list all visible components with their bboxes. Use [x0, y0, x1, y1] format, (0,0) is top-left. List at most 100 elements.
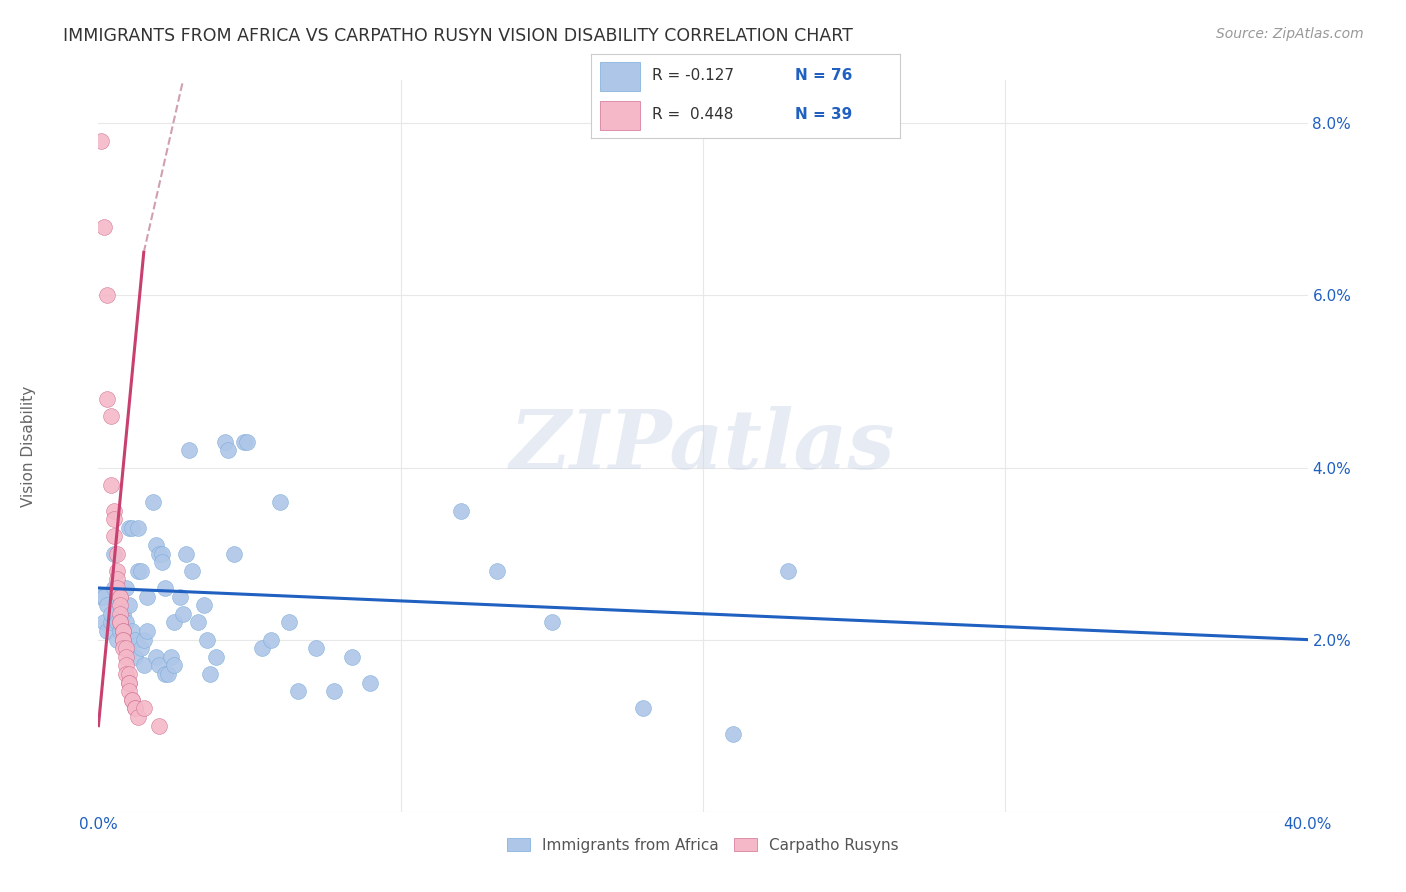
Point — [205, 649, 228, 664]
Point — [156, 667, 179, 681]
Point — [153, 581, 176, 595]
Point — [132, 658, 155, 673]
Point — [100, 477, 122, 491]
Text: N = 39: N = 39 — [794, 107, 852, 122]
Point — [217, 443, 239, 458]
Point — [105, 581, 128, 595]
Point — [360, 675, 382, 690]
Point — [93, 590, 115, 604]
Point — [150, 555, 173, 569]
Point — [105, 615, 128, 630]
Point — [118, 667, 141, 681]
Legend: Immigrants from Africa, Carpatho Rusyns: Immigrants from Africa, Carpatho Rusyns — [501, 831, 905, 859]
Point — [121, 521, 143, 535]
Point — [103, 529, 125, 543]
Point — [214, 434, 236, 449]
Point — [129, 564, 152, 578]
Point — [93, 219, 115, 234]
Point — [108, 590, 131, 604]
Point — [160, 649, 183, 664]
Point — [127, 710, 149, 724]
Point — [108, 598, 131, 612]
Point — [111, 641, 134, 656]
Point — [193, 598, 215, 612]
Point — [287, 684, 309, 698]
Point — [129, 641, 152, 656]
Point — [114, 632, 136, 647]
Point — [145, 538, 167, 552]
Point — [103, 581, 125, 595]
Point — [96, 288, 118, 302]
Point — [540, 615, 562, 630]
Point — [127, 521, 149, 535]
Point — [250, 641, 273, 656]
Point — [127, 564, 149, 578]
Text: Source: ZipAtlas.com: Source: ZipAtlas.com — [1216, 27, 1364, 41]
Point — [105, 590, 128, 604]
Point — [100, 409, 122, 423]
Point — [631, 701, 654, 715]
Point — [153, 667, 176, 681]
Point — [135, 624, 157, 638]
Point — [323, 684, 346, 698]
Point — [124, 649, 146, 664]
Point — [169, 590, 191, 604]
Text: IMMIGRANTS FROM AFRICA VS CARPATHO RUSYN VISION DISABILITY CORRELATION CHART: IMMIGRANTS FROM AFRICA VS CARPATHO RUSYN… — [63, 27, 853, 45]
Point — [277, 615, 299, 630]
Point — [108, 624, 131, 638]
Point — [174, 547, 197, 561]
Point — [114, 649, 136, 664]
Bar — [600, 62, 640, 91]
Point — [200, 667, 222, 681]
Point — [111, 624, 134, 638]
Point — [103, 503, 125, 517]
Point — [96, 598, 118, 612]
Point — [90, 134, 112, 148]
Point — [124, 632, 146, 647]
Point — [118, 598, 141, 612]
Point — [103, 512, 125, 526]
Point — [224, 547, 246, 561]
Point — [96, 392, 118, 406]
Point — [195, 632, 218, 647]
Point — [118, 675, 141, 690]
Point — [260, 632, 283, 647]
Point — [118, 521, 141, 535]
Point — [723, 727, 745, 741]
Point — [450, 503, 472, 517]
Point — [132, 701, 155, 715]
Point — [486, 564, 509, 578]
Point — [105, 573, 128, 587]
Point — [103, 547, 125, 561]
Point — [111, 632, 134, 647]
Point — [118, 684, 141, 698]
Point — [111, 624, 134, 638]
Point — [100, 615, 122, 630]
Text: R =  0.448: R = 0.448 — [652, 107, 734, 122]
Point — [121, 693, 143, 707]
Bar — [600, 101, 640, 130]
Y-axis label: Vision Disability: Vision Disability — [21, 385, 37, 507]
Point — [235, 434, 257, 449]
Point — [114, 615, 136, 630]
Point — [114, 641, 136, 656]
Point — [179, 443, 201, 458]
Point — [118, 675, 141, 690]
Point — [121, 624, 143, 638]
Point — [108, 615, 131, 630]
Point — [114, 581, 136, 595]
Point — [114, 667, 136, 681]
Point — [132, 632, 155, 647]
Point — [305, 641, 328, 656]
Point — [108, 607, 131, 621]
Point — [124, 701, 146, 715]
Point — [142, 495, 165, 509]
Point — [124, 701, 146, 715]
Point — [96, 624, 118, 638]
Point — [148, 719, 170, 733]
Point — [269, 495, 291, 509]
Point — [163, 615, 186, 630]
Point — [114, 658, 136, 673]
Text: N = 76: N = 76 — [794, 68, 852, 83]
Point — [342, 649, 364, 664]
